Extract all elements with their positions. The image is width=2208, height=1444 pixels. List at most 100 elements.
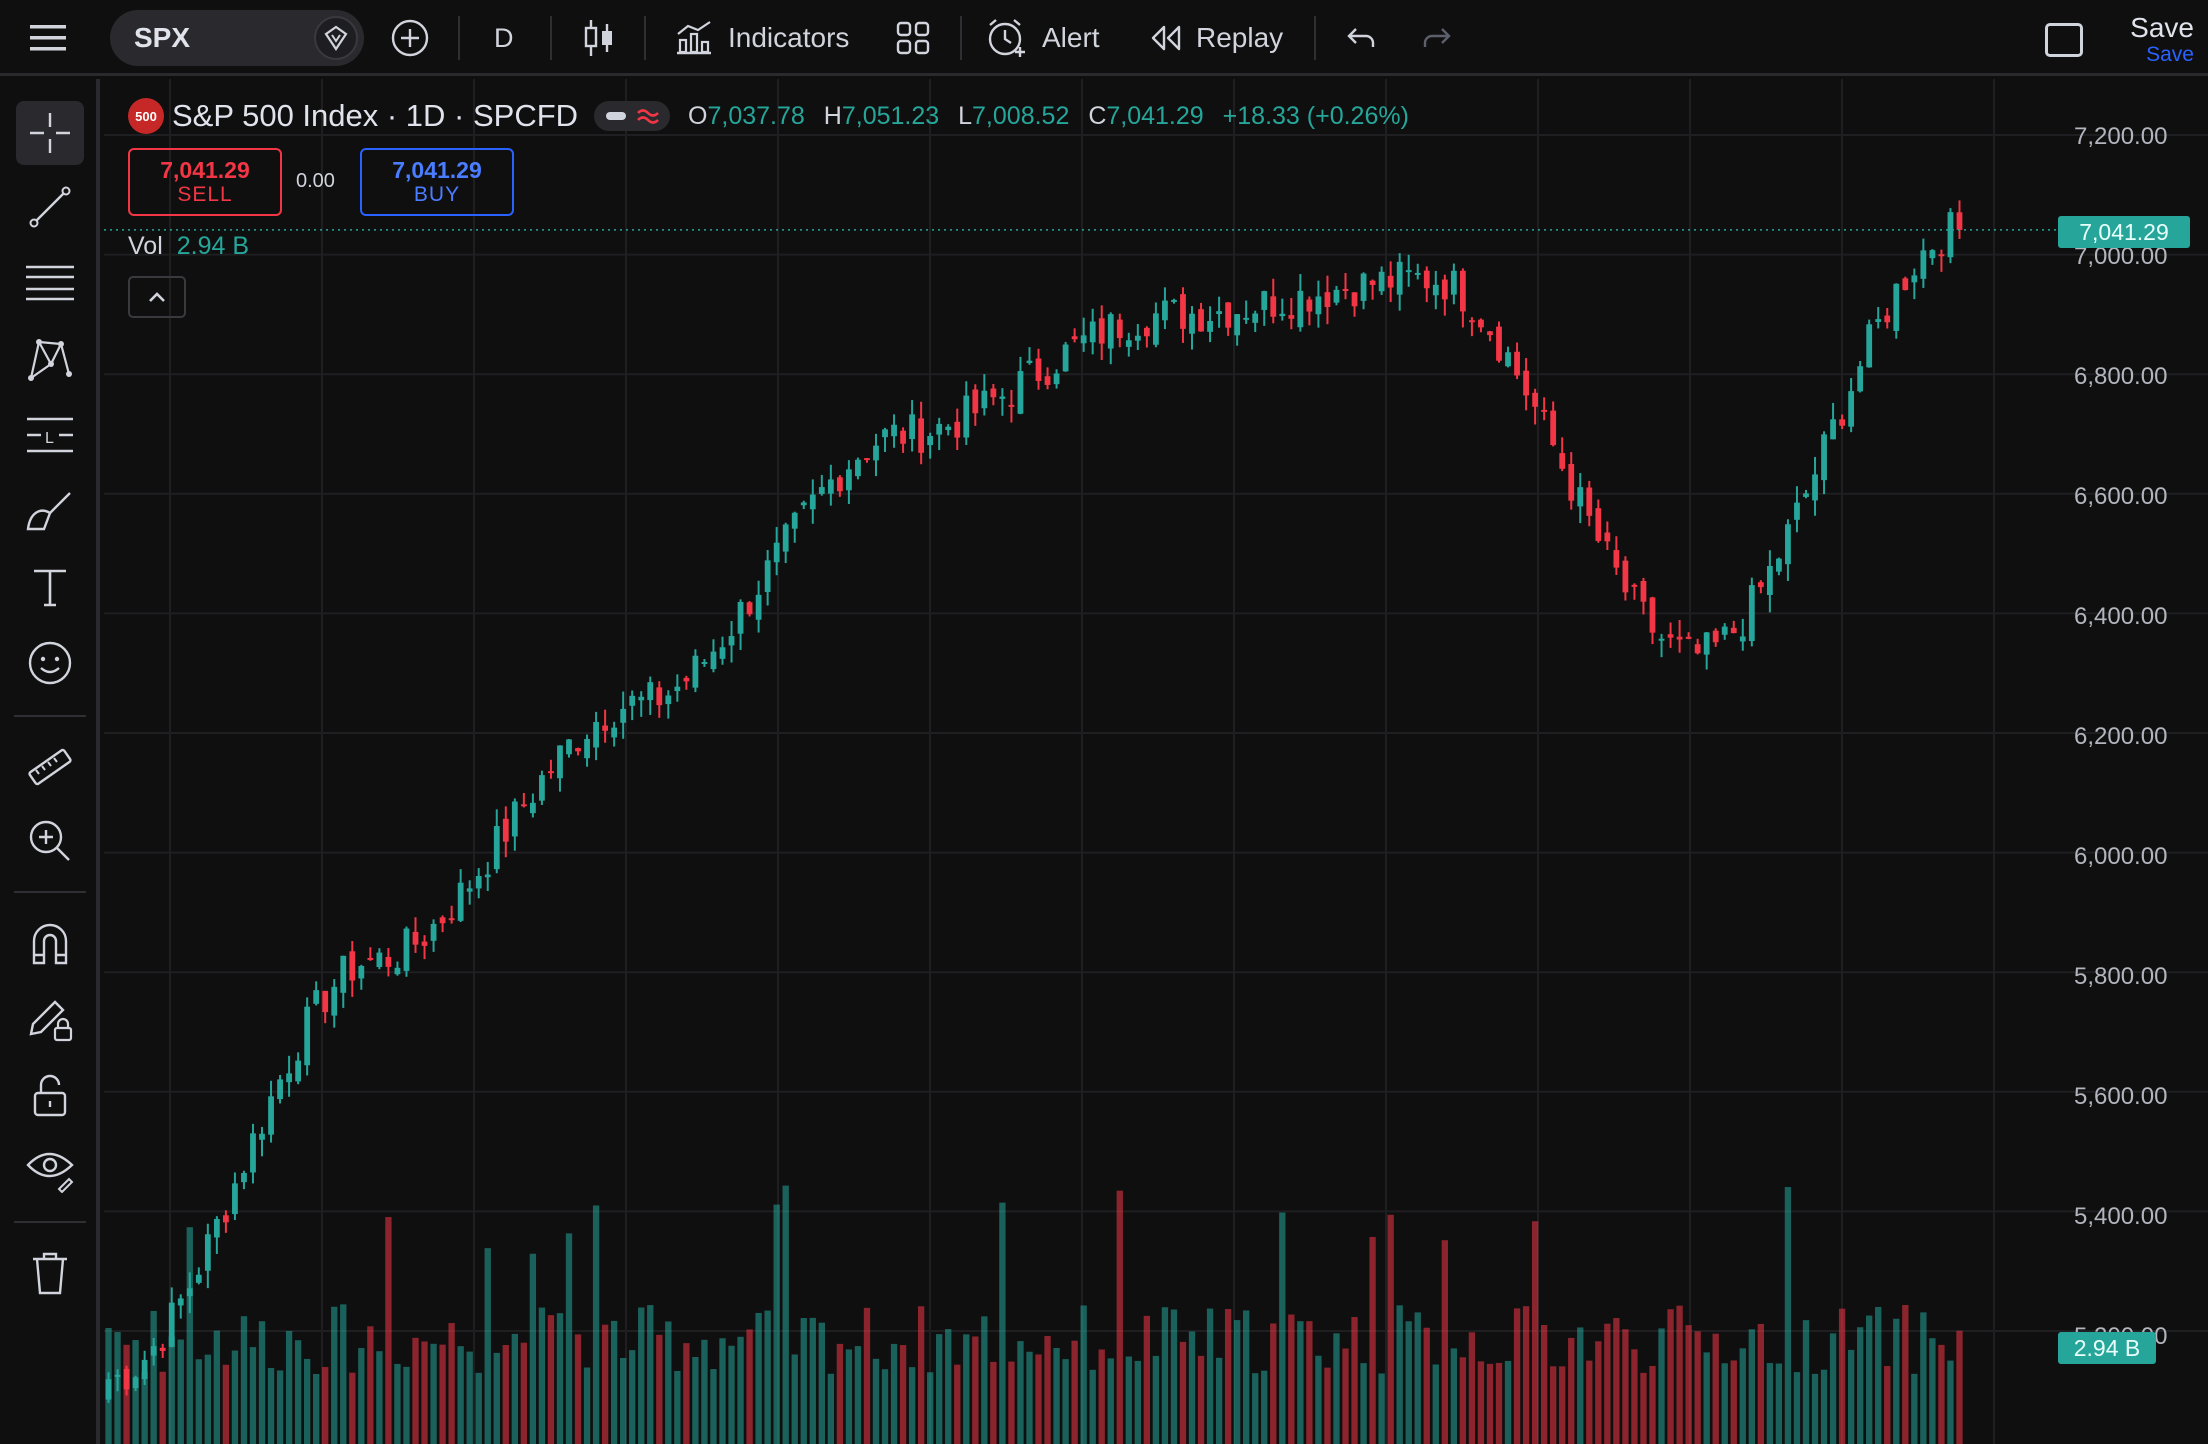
top-toolbar: SPX D Indicators Alert Replay Save Save (0, 0, 2208, 76)
series-title[interactable]: S&P 500 Index · 1D · SPCFD (172, 98, 579, 133)
fib-retracement-icon[interactable] (16, 251, 84, 315)
symbol-info-icon[interactable] (314, 16, 358, 60)
ruler-icon[interactable] (16, 735, 84, 799)
chart-pane[interactable] (104, 79, 2208, 1444)
candle-body (177, 1298, 184, 1306)
volume-bar (412, 1337, 419, 1444)
series-legend: 500 S&P 500 Index · 1D · SPCFD O7,037.78… (128, 96, 1421, 136)
volume-bar (1938, 1344, 1945, 1444)
indicators-button[interactable]: Indicators (674, 0, 849, 76)
alert-button[interactable]: Alert (986, 0, 1100, 76)
volume-bar (683, 1343, 690, 1444)
volume-bar (1324, 1367, 1331, 1444)
candle-body (349, 951, 356, 981)
text-icon[interactable] (16, 555, 84, 619)
price-chart[interactable] (104, 79, 2208, 1444)
fullscreen-icon[interactable] (2045, 23, 2083, 57)
volume-bar (1604, 1323, 1611, 1444)
candle-body (1089, 321, 1096, 343)
candle-body (1459, 270, 1466, 312)
redo-icon[interactable] (1422, 0, 1452, 76)
undo-icon[interactable] (1346, 0, 1376, 76)
volume-bar (1215, 1357, 1223, 1444)
volume-bar (592, 1205, 600, 1444)
candle-body (1866, 324, 1873, 368)
compare-add-icon[interactable] (390, 0, 430, 76)
candle-body (602, 725, 609, 731)
volume-bar (177, 1339, 184, 1444)
volume-bar (186, 1227, 193, 1444)
save-button[interactable]: Save Save (2130, 12, 2194, 66)
replay-button[interactable]: Replay (1150, 0, 1283, 76)
series-status-flags[interactable] (594, 101, 671, 131)
candle-body (1884, 315, 1891, 323)
candle-body (1351, 292, 1358, 307)
candle-body (1423, 270, 1430, 289)
candle-body (502, 818, 509, 842)
candles-icon[interactable] (582, 0, 616, 76)
candle-body (412, 931, 419, 945)
interval-button[interactable]: D (494, 22, 514, 53)
unlock-icon[interactable] (16, 1063, 84, 1127)
menu-icon[interactable] (28, 0, 68, 76)
candle-body (421, 941, 428, 946)
volume-bar (1360, 1363, 1367, 1444)
candle-body (737, 601, 744, 634)
volume-bar (1739, 1348, 1746, 1444)
volume-bar (466, 1351, 473, 1444)
volume-bar (1252, 1373, 1259, 1444)
market-closed-icon (605, 112, 626, 120)
volume-bar (1504, 1360, 1512, 1444)
volume-bar (800, 1318, 807, 1444)
eye-icon[interactable] (16, 1137, 84, 1201)
candle-body (864, 458, 870, 461)
candle-body (223, 1215, 229, 1223)
candle-body (268, 1096, 274, 1135)
candle-body (891, 424, 897, 437)
volume-bar (1351, 1317, 1358, 1444)
candle-body (1414, 272, 1421, 275)
crosshair-icon[interactable] (16, 101, 84, 165)
lock-drawings-icon[interactable] (16, 987, 84, 1051)
volume-bar (1640, 1372, 1647, 1444)
zoom-in-icon[interactable] (16, 809, 84, 873)
candle-body (403, 928, 410, 971)
volume-bar (1838, 1308, 1846, 1444)
volume-bar (159, 1371, 166, 1444)
candle-body (1378, 271, 1385, 292)
candle-body (1333, 289, 1340, 303)
ohlc-values: O7,037.78 H7,051.23 L7,008.52 C7,041.29 … (688, 101, 1409, 130)
save-sublabel: Save (2146, 43, 2194, 66)
candle-body (1342, 288, 1349, 291)
projection-icon[interactable]: L (16, 403, 84, 467)
trash-icon[interactable] (16, 1241, 84, 1305)
emoji-icon[interactable] (16, 631, 84, 695)
volume-bar (629, 1350, 636, 1444)
sell-button[interactable]: 7,041.29 SELL (128, 148, 282, 216)
volume-bar (809, 1317, 816, 1444)
buy-button[interactable]: 7,041.29 BUY (360, 148, 514, 216)
volume-bar (674, 1370, 681, 1444)
pattern-icon[interactable] (16, 327, 84, 391)
brush-icon[interactable] (16, 479, 84, 543)
layouts-icon[interactable] (896, 0, 930, 76)
volume-bar (1757, 1323, 1765, 1444)
volume-bar (1035, 1354, 1042, 1444)
candle-body (1730, 627, 1737, 634)
candle-body (457, 882, 464, 921)
candle-body (1857, 366, 1864, 392)
volume-bar (1540, 1325, 1548, 1444)
candle-body (213, 1218, 220, 1238)
trend-line-icon[interactable] (16, 175, 84, 239)
symbol-text: SPX (134, 22, 191, 53)
candle-body (1667, 634, 1674, 638)
magnet-icon[interactable] (16, 911, 84, 975)
candle-body (168, 1302, 175, 1347)
candle-body (1739, 636, 1746, 642)
symbol-search[interactable]: SPX (110, 10, 364, 66)
symbol-logo: 500 (128, 98, 164, 134)
volume-bar (1441, 1240, 1448, 1444)
candle-body (683, 677, 690, 682)
volume-bar (258, 1321, 266, 1444)
collapse-legend-button[interactable] (128, 276, 186, 318)
